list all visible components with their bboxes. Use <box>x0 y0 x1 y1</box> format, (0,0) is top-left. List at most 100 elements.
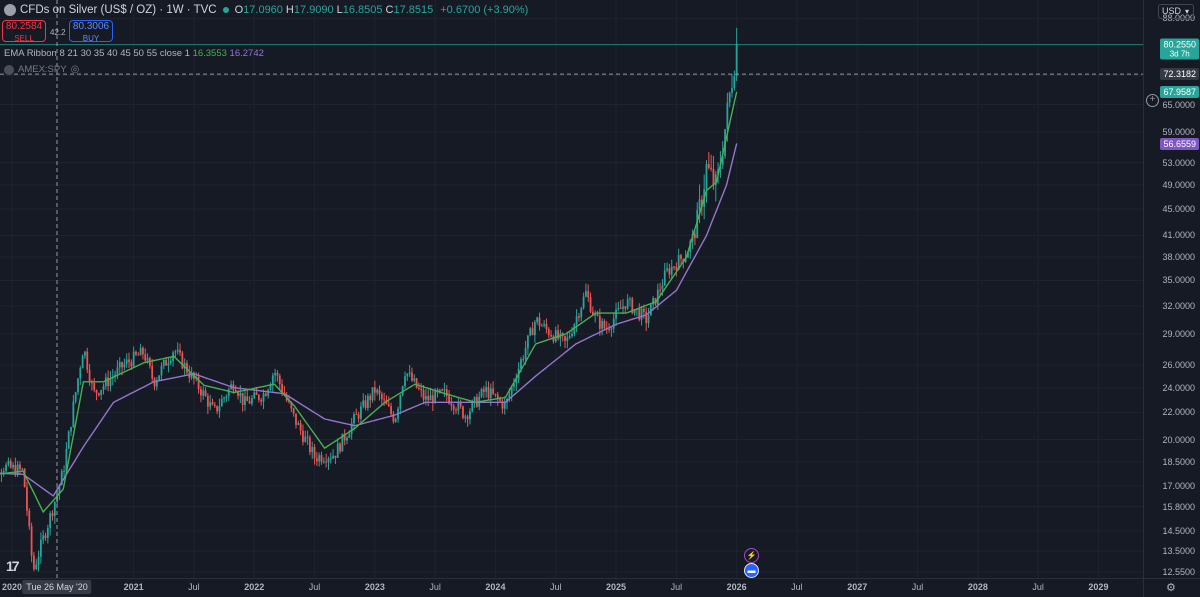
buy-button[interactable]: 80.3006 BUY <box>69 20 113 42</box>
candle-body <box>617 308 619 309</box>
candle-body <box>251 398 253 404</box>
compare-legend[interactable]: AMEX:SPY ◎ <box>4 64 79 75</box>
candle-body <box>219 406 221 411</box>
candle-body <box>550 335 552 336</box>
tradingview-logo[interactable]: 17 <box>6 558 18 574</box>
settings-corner[interactable]: ⚙ <box>1143 578 1200 597</box>
time-tick: Jul <box>550 582 562 592</box>
candle-body <box>209 402 211 407</box>
compare-symbol-icon <box>4 65 14 75</box>
candle-body <box>242 393 244 405</box>
chevron-down-icon: ▾ <box>1185 5 1189 18</box>
price-tick: 22.0000 <box>1162 407 1195 417</box>
chart-canvas[interactable]: CFDs on Silver (US$ / OZ) · 1W · TVC O17… <box>0 0 1143 578</box>
candle-body <box>140 348 142 355</box>
symbol-title[interactable]: CFDs on Silver (US$ / OZ) · 1W · TVC <box>20 4 217 16</box>
time-tick: Jul <box>1032 582 1044 592</box>
candle-body <box>328 459 330 463</box>
candle-body <box>390 406 392 414</box>
time-tick: Jul <box>188 582 200 592</box>
candle-body <box>274 373 276 375</box>
lightning-event-icon[interactable]: ⚡ <box>744 548 759 563</box>
candle-body <box>411 373 413 381</box>
candle-body <box>38 557 40 565</box>
price-chart[interactable] <box>0 0 1143 578</box>
sell-button[interactable]: 80.2584 SELL <box>2 20 46 42</box>
flag-event-icon[interactable]: ▬ <box>744 563 759 578</box>
candle-body <box>376 390 378 393</box>
candle-body <box>597 314 599 316</box>
candle-body <box>608 329 610 330</box>
candle-body <box>492 388 494 393</box>
candle-body <box>98 393 100 395</box>
candle-body <box>249 401 251 404</box>
candle-body <box>367 396 369 408</box>
sell-price: 80.2584 <box>6 21 42 32</box>
candle-body <box>483 389 485 392</box>
time-tick: Jul <box>429 582 441 592</box>
candle-body <box>205 390 207 396</box>
candle-body <box>355 414 357 415</box>
candle-body <box>615 309 617 318</box>
candle-body <box>82 356 84 369</box>
candle-body <box>137 355 139 356</box>
price-axis[interactable]: 88.000080.000072.000065.000059.000053.00… <box>1143 0 1200 578</box>
price-tick: 26.0000 <box>1162 360 1195 370</box>
candle-body <box>304 437 306 442</box>
candle-body <box>525 348 527 359</box>
ohlc-label: H <box>286 4 294 16</box>
candle-body <box>587 291 589 297</box>
candle-body <box>96 390 98 393</box>
candle-body <box>335 456 337 458</box>
price-tick: 35.0000 <box>1162 275 1195 285</box>
candle-body <box>72 401 74 426</box>
candle-body <box>395 419 397 422</box>
candle-body <box>49 513 51 528</box>
candle-body <box>731 88 733 93</box>
candle-body <box>569 336 571 337</box>
indicator-legend[interactable]: EMA Ribbon 8 21 30 35 40 45 50 55 close … <box>4 48 264 59</box>
currency-selector[interactable]: USD ▾ <box>1158 4 1194 19</box>
candle-body <box>47 528 49 538</box>
candle-body <box>643 309 645 312</box>
plus-icon[interactable]: + <box>1146 94 1159 107</box>
eye-icon[interactable]: ◎ <box>71 64 80 75</box>
candle-body <box>293 408 295 413</box>
candle-body <box>165 360 167 366</box>
gear-icon[interactable]: ⚙ <box>1166 581 1176 594</box>
buy-price: 80.3006 <box>73 21 109 32</box>
candle-body <box>63 471 65 472</box>
ohlc-value: 17.0960 <box>243 4 283 16</box>
indicator-value-2: 16.2742 <box>230 48 264 59</box>
candle-body <box>309 438 311 453</box>
buy-label: BUY <box>70 34 112 44</box>
candle-body <box>613 319 615 329</box>
time-tick: 2026 <box>727 582 747 592</box>
candle-body <box>413 378 415 380</box>
candle-body <box>40 540 42 557</box>
candle-body <box>532 328 534 335</box>
candle-body <box>12 465 14 468</box>
candle-body <box>332 456 334 459</box>
price-tick: 41.0000 <box>1162 230 1195 240</box>
candle-body <box>142 348 144 354</box>
countdown: 3d 7h <box>1163 49 1196 58</box>
candle-body <box>263 394 265 402</box>
candle-body <box>657 290 659 305</box>
candle-body <box>346 438 348 441</box>
candle-body <box>170 361 172 363</box>
indicator-name: EMA Ribbon 8 21 30 35 40 45 50 55 close … <box>4 48 190 59</box>
candle-body <box>86 352 88 370</box>
candle-body <box>564 336 566 341</box>
candle-body <box>35 565 37 569</box>
ohlc-label: L <box>337 4 343 16</box>
candle-body <box>133 352 135 367</box>
candle-body <box>490 388 492 398</box>
candle-body <box>223 398 225 399</box>
candle-body <box>5 465 7 471</box>
candle-body <box>379 390 381 394</box>
candle-body <box>19 464 21 468</box>
candle-body <box>488 387 490 398</box>
